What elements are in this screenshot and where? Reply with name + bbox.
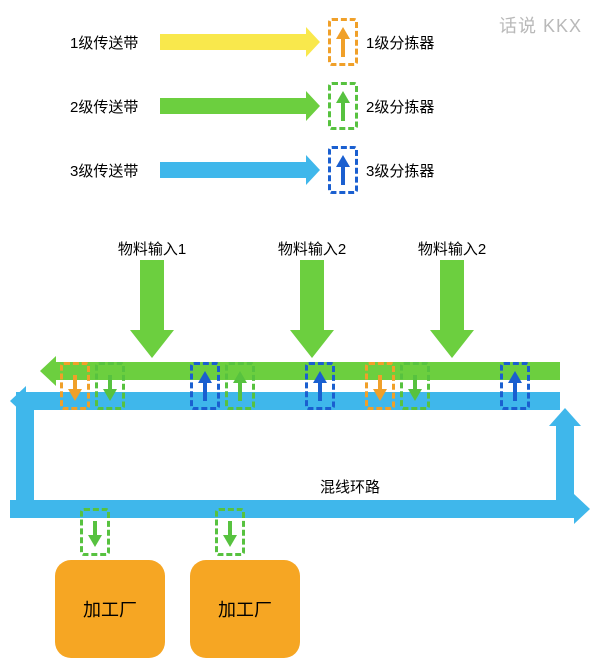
material-input-label: 物料输入2 bbox=[418, 238, 486, 259]
conveyor-belt bbox=[10, 392, 560, 410]
legend-sorter-label-2: 2级分拣器 bbox=[366, 96, 434, 117]
legend-row: 3级传送带 3级分拣器 bbox=[70, 152, 530, 188]
factory-box: 加工厂 bbox=[190, 560, 300, 658]
legend-belt-arrow-2 bbox=[160, 95, 320, 117]
loop-left-belt bbox=[16, 392, 34, 518]
legend-sorter-1 bbox=[328, 18, 358, 66]
factory-box: 加工厂 bbox=[55, 560, 165, 658]
sorter-level2 bbox=[80, 508, 110, 556]
loop-label: 混线环路 bbox=[320, 476, 380, 497]
sorter-level3 bbox=[305, 362, 335, 410]
legend-row: 1级传送带 1级分拣器 bbox=[70, 24, 530, 60]
legend-belt-label-3: 3级传送带 bbox=[70, 160, 160, 181]
legend: 1级传送带 1级分拣器 2级传送带 2级分拣器 3级传送带 bbox=[70, 24, 530, 216]
legend-sorter-label-1: 1级分拣器 bbox=[366, 32, 434, 53]
sorter-level3 bbox=[500, 362, 530, 410]
sorter-level2 bbox=[95, 362, 125, 410]
loop-return-belt bbox=[556, 424, 574, 500]
sorter-level1 bbox=[365, 362, 395, 410]
legend-belt-label-2: 2级传送带 bbox=[70, 96, 160, 117]
legend-belt-label-1: 1级传送带 bbox=[70, 32, 160, 53]
material-input-label: 物料输入1 bbox=[118, 238, 186, 259]
material-input-label: 物料输入2 bbox=[278, 238, 346, 259]
legend-belt-arrow-1 bbox=[160, 31, 320, 53]
sorter-level1 bbox=[60, 362, 90, 410]
sorter-level2 bbox=[215, 508, 245, 556]
loop-return-arrowhead bbox=[549, 408, 581, 426]
legend-sorter-2 bbox=[328, 82, 358, 130]
sorter-level3 bbox=[190, 362, 220, 410]
sorter-level2 bbox=[400, 362, 430, 410]
legend-row: 2级传送带 2级分拣器 bbox=[70, 88, 530, 124]
sorter-level2 bbox=[225, 362, 255, 410]
legend-belt-arrow-3 bbox=[160, 159, 320, 181]
legend-sorter-label-3: 3级分拣器 bbox=[366, 160, 434, 181]
legend-sorter-3 bbox=[328, 146, 358, 194]
